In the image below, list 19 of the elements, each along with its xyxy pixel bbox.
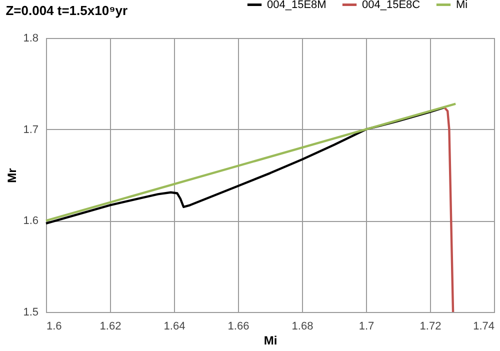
legend-label: 004_15E8C [362, 0, 420, 11]
y-tick-label: 1.5 [23, 306, 38, 318]
y-tick-label: 1.8 [23, 32, 38, 44]
legend-label: Mi [456, 0, 468, 11]
x-axis-title: Mi [264, 334, 278, 348]
x-tick-label: 1.74 [473, 320, 494, 332]
legend-label: 004_15E8M [267, 0, 326, 11]
chart-title: Z=0.004 t=1.5x10⁹yr [6, 3, 128, 18]
y-tick-label: 1.6 [23, 215, 38, 228]
x-tick-label: 1.6 [46, 320, 62, 332]
x-tick-label: 1.66 [228, 320, 250, 332]
x-tick-label: 1.7 [358, 320, 374, 332]
x-tick-label: 1.68 [292, 320, 314, 332]
line-series [443, 106, 454, 314]
y-axis-title: Mr [5, 168, 20, 183]
y-tick-label: 1.7 [23, 124, 38, 136]
x-tick-label: 1.64 [164, 320, 186, 332]
x-tick-label: 1.72 [420, 320, 442, 332]
x-tick-label: 1.62 [100, 320, 122, 332]
